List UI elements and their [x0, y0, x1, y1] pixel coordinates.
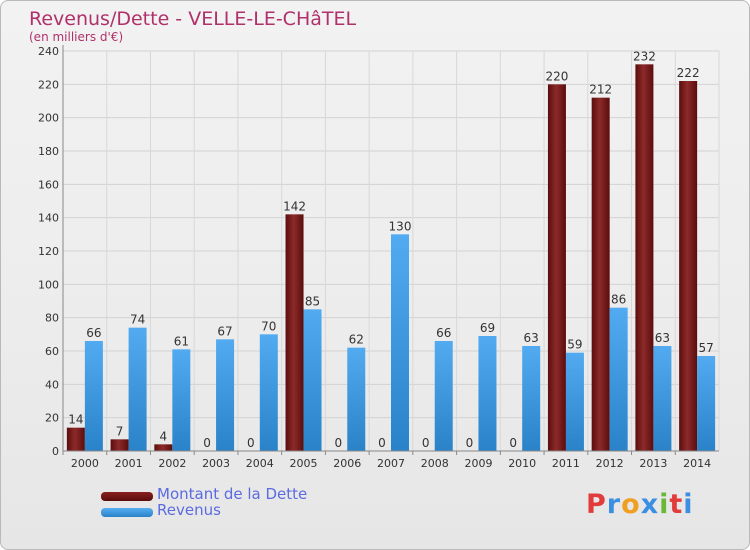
x-tick-label: 2002 [158, 457, 186, 470]
x-tick-label: 2001 [115, 457, 143, 470]
data-label-revenue: 63 [655, 331, 670, 345]
bar-debt [679, 81, 698, 451]
data-label-revenue: 86 [611, 293, 626, 307]
x-tick-label: 2000 [71, 457, 99, 470]
legend-label-debt: Montant de la Dette [157, 485, 308, 503]
legend-swatch-revenue [101, 508, 153, 517]
data-label-revenue: 57 [698, 341, 713, 355]
x-tick-label: 2012 [596, 457, 624, 470]
bar-revenue [303, 309, 322, 451]
data-label-debt: 212 [589, 83, 612, 97]
bar-revenue [128, 327, 147, 451]
x-tick-label: 2003 [202, 457, 230, 470]
logo-letter: x [640, 489, 660, 520]
data-label-debt: 0 [509, 436, 517, 450]
legend-label-revenue: Revenus [157, 501, 221, 519]
x-tick-label: 2010 [508, 457, 536, 470]
data-label-revenue: 61 [174, 334, 189, 348]
x-tick-label: 2007 [377, 457, 405, 470]
bar-debt [591, 97, 610, 452]
logo-letter: P [586, 489, 607, 520]
y-tick-label: 0 [52, 445, 59, 458]
y-tick-label: 40 [45, 378, 59, 391]
data-label-debt: 7 [116, 424, 124, 438]
bar-revenue [653, 346, 672, 451]
bar-debt [635, 64, 654, 452]
chart-title: Revenus/Dette - VELLE-LE-CHâTEL [29, 8, 357, 30]
y-tick-label: 160 [38, 178, 59, 191]
data-label-debt: 232 [633, 49, 656, 63]
bar-revenue [522, 346, 541, 451]
x-tick-label: 2006 [333, 457, 361, 470]
bar-debt [110, 439, 129, 451]
bar-revenue [84, 341, 103, 451]
data-label-revenue: 66 [86, 326, 101, 340]
data-label-revenue: 66 [436, 326, 451, 340]
legend-swatch-debt [101, 492, 153, 501]
data-label-revenue: 63 [524, 331, 539, 345]
data-label-debt: 220 [545, 69, 568, 83]
logo-letter: t [669, 489, 684, 520]
data-label-debt: 142 [283, 199, 306, 213]
data-label-debt: 0 [378, 436, 386, 450]
bar-revenue [172, 349, 191, 451]
bar-debt [547, 84, 566, 451]
y-tick-label: 100 [38, 278, 59, 291]
bar-revenue [609, 307, 628, 451]
bar-revenue [347, 347, 366, 451]
data-label-revenue: 70 [261, 319, 276, 333]
data-label-debt: 0 [422, 436, 430, 450]
x-tick-label: 2004 [246, 457, 274, 470]
data-label-debt: 0 [247, 436, 255, 450]
logo-letter: i [683, 489, 694, 520]
data-label-debt: 14 [68, 413, 83, 427]
data-label-revenue: 59 [567, 338, 582, 352]
bar-revenue [391, 234, 409, 451]
y-tick-label: 220 [38, 78, 59, 91]
bar-revenue [434, 341, 453, 451]
y-tick-label: 140 [38, 212, 59, 225]
data-label-debt: 0 [203, 436, 211, 450]
logo-letter: r [606, 489, 622, 520]
bar-revenue [697, 356, 716, 451]
bar-revenue [259, 334, 278, 451]
bar-debt [285, 214, 304, 451]
data-label-revenue: 67 [217, 324, 232, 338]
x-tick-label: 2009 [464, 457, 492, 470]
logo-letter: i [659, 489, 670, 520]
bar-debt [154, 444, 173, 451]
data-label-revenue: 85 [305, 294, 320, 308]
y-tick-label: 200 [38, 112, 59, 125]
bar-revenue [565, 352, 584, 451]
data-label-debt: 4 [160, 429, 168, 443]
proxiti-logo: Proxiti [586, 489, 694, 520]
bar-revenue [478, 336, 497, 451]
data-label-revenue: 62 [349, 333, 364, 347]
y-tick-label: 20 [45, 412, 59, 425]
data-label-debt: 222 [677, 66, 700, 80]
bar-revenue [216, 339, 235, 451]
data-label-revenue: 69 [480, 321, 495, 335]
chart-subtitle: (en milliers d'€) [29, 30, 124, 44]
x-tick-label: 2013 [639, 457, 667, 470]
x-tick-label: 2011 [552, 457, 580, 470]
data-label-revenue: 74 [130, 313, 145, 327]
y-tick-label: 180 [38, 145, 59, 158]
x-tick-label: 2005 [290, 457, 318, 470]
data-label-revenue: 130 [389, 219, 412, 233]
data-label-debt: 0 [466, 436, 474, 450]
x-tick-label: 2014 [683, 457, 711, 470]
y-tick-label: 120 [38, 245, 59, 258]
data-label-debt: 0 [334, 436, 342, 450]
y-tick-label: 240 [38, 45, 59, 58]
y-tick-label: 80 [45, 312, 59, 325]
y-tick-label: 60 [45, 345, 59, 358]
x-tick-label: 2008 [421, 457, 449, 470]
bar-debt [66, 427, 85, 451]
logo-letter: o [621, 489, 641, 520]
